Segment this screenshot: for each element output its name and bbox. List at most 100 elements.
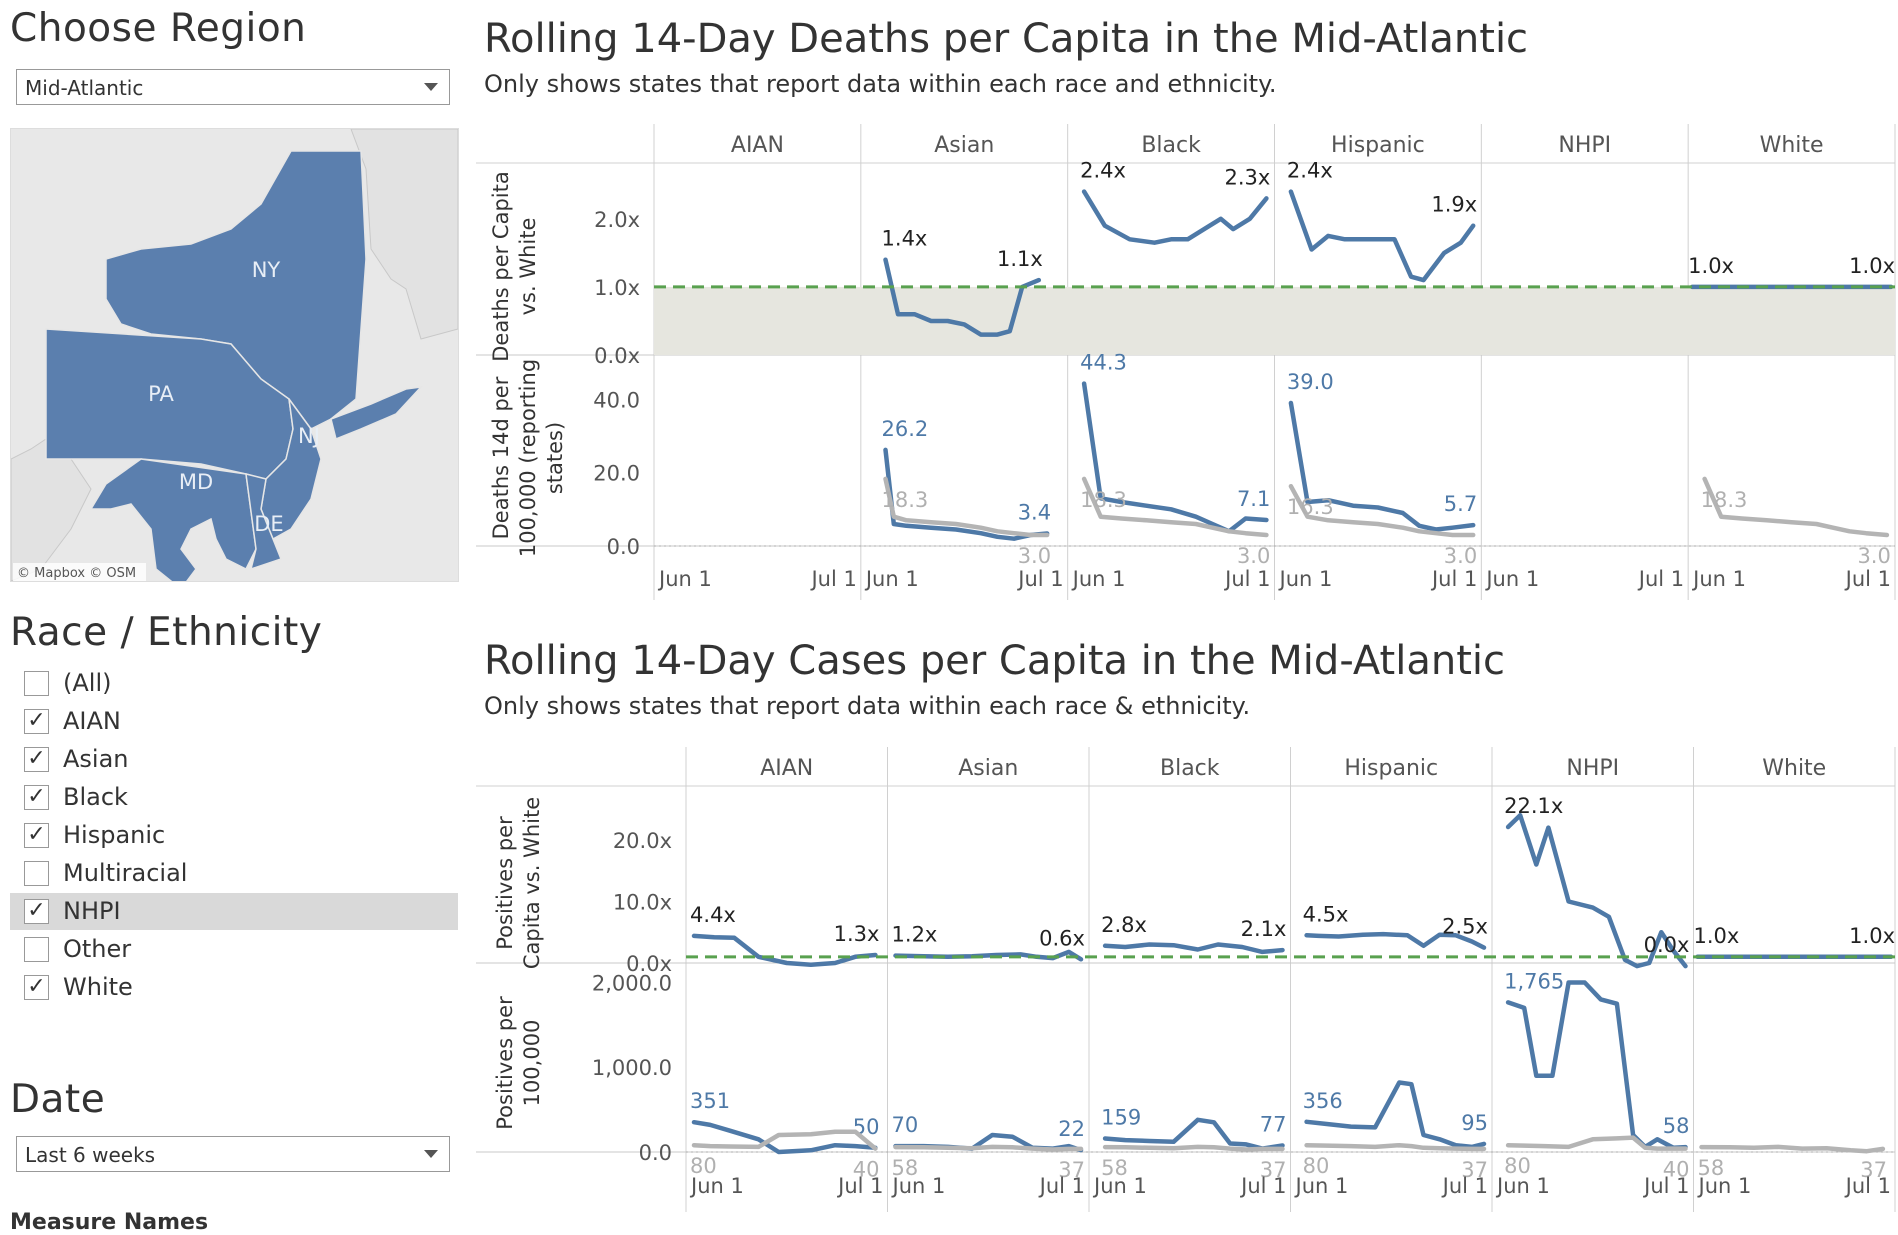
series-line <box>883 257 1042 337</box>
filter-row-other[interactable]: Other <box>10 931 458 968</box>
white-baseline-line <box>1081 476 1269 538</box>
checkbox-all[interactable] <box>24 671 49 696</box>
x-tick-label: Jul 1 <box>1016 567 1063 591</box>
filter-row-asian[interactable]: ✓ Asian <box>10 741 458 778</box>
data-label-first: 18.3 <box>1701 488 1748 512</box>
x-tick-label: Jun 1 <box>1484 567 1539 591</box>
map-label-nj: NJ <box>298 424 320 448</box>
x-tick-label: Jul 1 <box>1844 567 1891 591</box>
data-label-first: 26.2 <box>882 417 929 441</box>
choose-region-heading: Choose Region <box>10 6 307 51</box>
map-state-md[interactable] <box>89 458 257 581</box>
y-tick-label: 20.0 <box>593 462 640 486</box>
map-attribution[interactable]: © Mapbox © OSM <box>17 566 136 581</box>
map-label-de: DE <box>254 512 283 536</box>
column-header: Hispanic <box>1331 133 1425 158</box>
data-label-last: 3.0 <box>1444 544 1477 568</box>
filter-row-white[interactable]: ✓ White <box>10 969 458 1006</box>
cases-chart-subtitle: Only shows states that report data withi… <box>484 692 1251 720</box>
column-header: Asian <box>934 133 994 158</box>
map-label-ny: NY <box>252 258 281 282</box>
checkbox-hispanic[interactable]: ✓ <box>24 823 49 848</box>
y-tick-label: 1.0x <box>594 276 640 300</box>
column-header: White <box>1760 133 1824 158</box>
date-dropdown[interactable]: Last 6 weeks <box>16 1136 450 1172</box>
deaths-chart-title: Rolling 14-Day Deaths per Capita in the … <box>484 16 1529 62</box>
y-tick-label: 40.0 <box>593 388 640 412</box>
map-new-england <box>350 129 458 340</box>
data-label-first: 39.0 <box>1287 370 1334 394</box>
white-baseline-line <box>1288 483 1476 538</box>
data-label-first: 2.4x <box>1287 159 1333 183</box>
map-attribution-bg <box>13 563 146 581</box>
row-axis-label: Deaths per Capita <box>489 171 513 361</box>
data-label-last: 3.0 <box>1857 544 1890 568</box>
filter-label: (All) <box>63 669 112 697</box>
region-dropdown[interactable]: Mid-Atlantic <box>16 69 450 105</box>
data-label-last: 5.7 <box>1444 492 1477 516</box>
map-state-de[interactable] <box>245 473 282 571</box>
data-label-first: 2.4x <box>1080 159 1126 183</box>
filter-row-all[interactable]: (All) <box>10 665 458 702</box>
filter-row-black[interactable]: ✓ Black <box>10 779 458 816</box>
filter-label: Multiracial <box>63 859 188 887</box>
data-label-last: 2.3x <box>1225 165 1271 189</box>
race-ethnicity-heading: Race / Ethnicity <box>10 610 323 655</box>
reference-band <box>654 286 1895 355</box>
checkbox-asian[interactable]: ✓ <box>24 747 49 772</box>
filter-row-multiracial[interactable]: Multiracial <box>10 855 458 892</box>
checkbox-nhpi[interactable]: ✓ <box>24 899 49 924</box>
data-label-last: 3.4 <box>1018 501 1051 525</box>
series-line <box>1081 381 1269 534</box>
data-label-first: 18.3 <box>1080 488 1127 512</box>
chevron-down-icon[interactable] <box>413 70 449 104</box>
y-tick-label: 0.0x <box>594 344 640 368</box>
data-label-last: 7.1 <box>1237 487 1270 511</box>
row-axis-label: 100,000 (reporting <box>516 359 540 557</box>
filter-row-nhpi[interactable]: ✓ NHPI <box>10 893 458 930</box>
y-tick-label: 0.0 <box>607 535 640 559</box>
data-label-first: 16.3 <box>1287 495 1334 519</box>
checkbox-white[interactable]: ✓ <box>24 975 49 1000</box>
x-tick-label: Jun 1 <box>864 567 919 591</box>
date-heading: Date <box>10 1077 106 1122</box>
data-label-last: 3.0 <box>1237 544 1270 568</box>
checkbox-black[interactable]: ✓ <box>24 785 49 810</box>
x-tick-label: Jun 1 <box>1071 567 1126 591</box>
x-tick-label: Jul 1 <box>809 567 856 591</box>
x-tick-label: Jun 1 <box>657 567 712 591</box>
x-tick-label: Jul 1 <box>1223 567 1270 591</box>
x-tick-label: Jul 1 <box>1430 567 1477 591</box>
data-label-last: 1.9x <box>1431 193 1477 217</box>
checkbox-other[interactable] <box>24 937 49 962</box>
column-header: AIAN <box>731 133 784 158</box>
series-line <box>883 447 1050 541</box>
filter-row-aian[interactable]: ✓ AIAN <box>10 703 458 740</box>
data-label-first: 1.0x <box>1688 254 1734 278</box>
map-label-pa: PA <box>148 382 174 406</box>
column-header: NHPI <box>1558 133 1611 158</box>
filter-row-hispanic[interactable]: ✓ Hispanic <box>10 817 458 854</box>
data-label-last: 1.0x <box>1849 254 1895 278</box>
data-label-first: 44.3 <box>1080 351 1127 375</box>
data-label-first: 1.4x <box>882 227 928 251</box>
region-map-svg: NY PA NJ MD DE © Mapbox © OSM <box>11 129 458 581</box>
checkbox-aian[interactable]: ✓ <box>24 709 49 734</box>
region-dropdown-value: Mid-Atlantic <box>25 76 144 100</box>
row-axis-label: vs. White <box>516 218 540 316</box>
date-dropdown-value: Last 6 weeks <box>25 1143 156 1167</box>
chevron-down-icon[interactable] <box>413 1137 449 1171</box>
data-label-first: 18.3 <box>882 488 929 512</box>
filter-label: Hispanic <box>63 821 166 849</box>
data-label-last: 3.0 <box>1018 544 1051 568</box>
filter-label: Black <box>63 783 128 811</box>
filter-label: Other <box>63 935 132 963</box>
map-long-island <box>330 385 423 441</box>
region-map[interactable]: NY PA NJ MD DE © Mapbox © OSM <box>10 128 459 582</box>
row-axis-label: states) <box>543 422 567 494</box>
checkbox-multiracial[interactable] <box>24 861 49 886</box>
filter-label: NHPI <box>63 897 121 925</box>
row-axis-label: Deaths 14d per <box>489 376 513 539</box>
cases-chart-title: Rolling 14-Day Cases per Capita in the M… <box>484 638 1505 684</box>
